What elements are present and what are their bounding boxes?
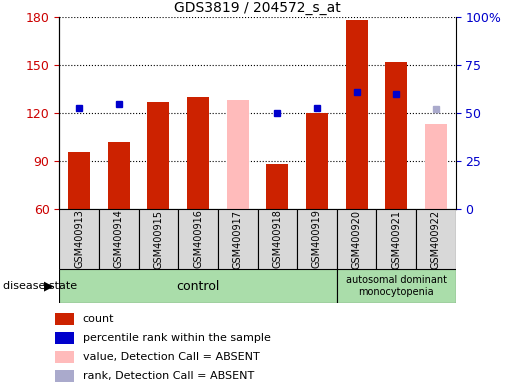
Text: GSM400921: GSM400921 xyxy=(391,210,401,268)
Bar xyxy=(59,209,99,269)
Text: GSM400914: GSM400914 xyxy=(114,210,124,268)
Bar xyxy=(139,209,178,269)
Bar xyxy=(68,152,90,209)
Bar xyxy=(59,269,337,303)
Bar xyxy=(108,142,130,209)
Bar xyxy=(56,370,74,382)
Text: GSM400917: GSM400917 xyxy=(233,210,243,268)
Text: ▶: ▶ xyxy=(44,280,54,293)
Bar xyxy=(416,209,456,269)
Bar xyxy=(227,101,249,209)
Text: autosomal dominant
monocytopenia: autosomal dominant monocytopenia xyxy=(346,275,447,297)
Text: percentile rank within the sample: percentile rank within the sample xyxy=(82,333,270,343)
Bar xyxy=(218,209,258,269)
Title: GDS3819 / 204572_s_at: GDS3819 / 204572_s_at xyxy=(174,1,341,15)
Bar xyxy=(346,20,368,209)
Bar xyxy=(266,164,288,209)
Text: disease state: disease state xyxy=(3,281,77,291)
Bar xyxy=(56,332,74,344)
Bar xyxy=(99,209,139,269)
Bar xyxy=(187,97,209,209)
Bar xyxy=(425,124,447,209)
Text: value, Detection Call = ABSENT: value, Detection Call = ABSENT xyxy=(82,352,260,362)
Text: GSM400916: GSM400916 xyxy=(193,210,203,268)
Bar xyxy=(56,313,74,325)
Bar xyxy=(297,209,337,269)
Text: GSM400922: GSM400922 xyxy=(431,210,441,268)
Bar xyxy=(178,209,218,269)
Text: control: control xyxy=(176,280,220,293)
Bar xyxy=(258,209,297,269)
Bar xyxy=(337,269,456,303)
Bar xyxy=(337,209,376,269)
Text: rank, Detection Call = ABSENT: rank, Detection Call = ABSENT xyxy=(82,371,254,381)
Bar xyxy=(306,113,328,209)
Text: GSM400920: GSM400920 xyxy=(352,210,362,268)
Bar xyxy=(56,351,74,363)
Bar xyxy=(147,102,169,209)
Bar xyxy=(385,62,407,209)
Text: GSM400915: GSM400915 xyxy=(153,210,163,268)
Bar xyxy=(376,209,416,269)
Text: count: count xyxy=(82,314,114,324)
Text: GSM400918: GSM400918 xyxy=(272,210,282,268)
Text: GSM400913: GSM400913 xyxy=(74,210,84,268)
Text: GSM400919: GSM400919 xyxy=(312,210,322,268)
